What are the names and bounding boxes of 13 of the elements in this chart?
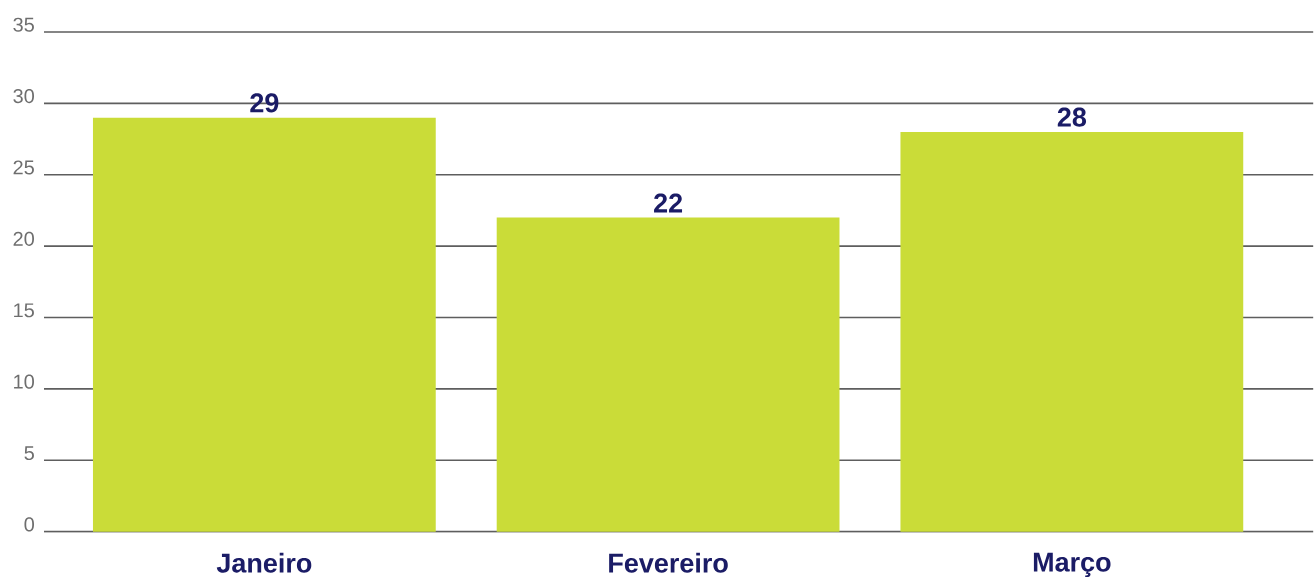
y-tick-label: 0 [24, 517, 35, 532]
data-label: 22 [654, 193, 683, 213]
y-tick-label: 15 [14, 303, 34, 318]
y-tick-label: 10 [14, 374, 35, 389]
x-tick-label: Fevereiro [609, 553, 728, 573]
y-tick-label: 25 [13, 160, 34, 175]
x-tick-label: Março [1033, 553, 1111, 578]
y-tick-label: 20 [13, 231, 35, 247]
y-tick-label: 5 [24, 446, 34, 461]
y-tick-label: 30 [13, 89, 35, 104]
y-tick-label: 35 [13, 17, 34, 32]
x-tick-label: Janeiro [216, 553, 312, 573]
data-label: 28 [1057, 107, 1087, 127]
